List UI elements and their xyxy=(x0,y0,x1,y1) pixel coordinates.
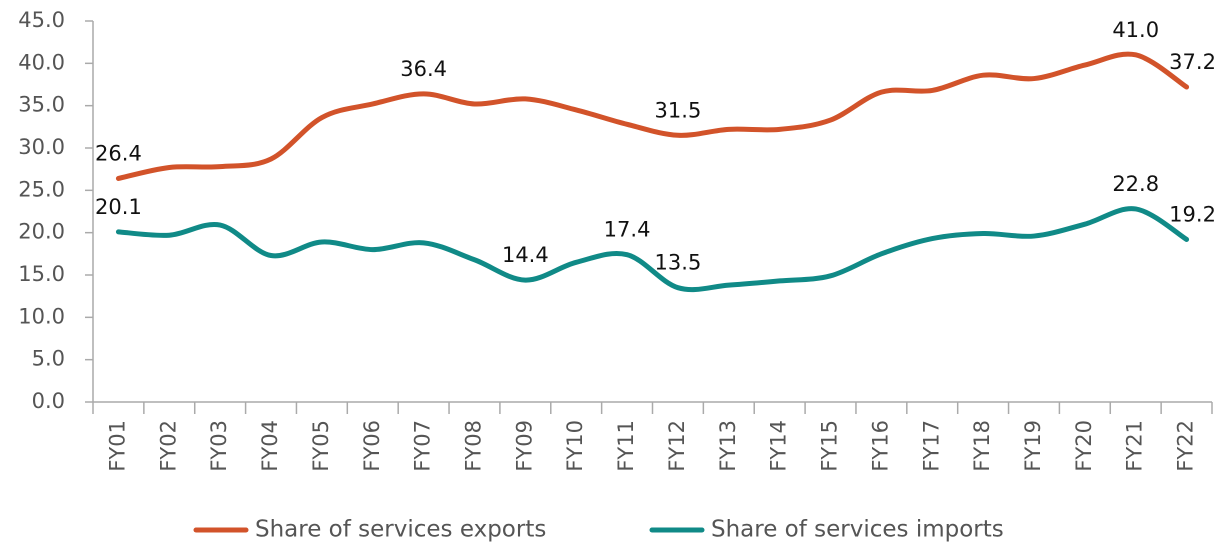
series-line xyxy=(115,51,1190,181)
x-tick-label: FY13 xyxy=(716,420,740,472)
y-tick-label: 5.0 xyxy=(32,347,65,371)
x-tick-label: FY11 xyxy=(614,420,638,472)
data-label: 36.4 xyxy=(400,57,447,81)
data-label: 14.4 xyxy=(502,243,549,267)
data-label: 19.2 xyxy=(1169,202,1216,226)
x-tick-label: FY17 xyxy=(919,420,943,472)
data-label: 26.4 xyxy=(95,141,142,165)
x-tick-label: FY02 xyxy=(156,420,180,472)
x-tick-label: FY12 xyxy=(665,420,689,472)
x-tick-label: FY04 xyxy=(258,420,282,472)
y-tick-label: 40.0 xyxy=(18,50,65,74)
data-label: 37.2 xyxy=(1169,50,1216,74)
x-tick-label: FY15 xyxy=(818,420,842,472)
x-tick-label: FY22 xyxy=(1174,420,1198,472)
y-tick-label: 0.0 xyxy=(32,389,65,413)
y-tick-label: 30.0 xyxy=(18,135,65,159)
y-tick-label: 10.0 xyxy=(18,304,65,328)
series-line xyxy=(115,206,1190,293)
y-tick-label: 15.0 xyxy=(18,262,65,286)
x-tick-label: FY20 xyxy=(1072,420,1096,472)
x-tick-label: FY16 xyxy=(868,420,892,472)
x-tick-label: FY03 xyxy=(207,420,231,472)
x-tick-label: FY21 xyxy=(1123,420,1147,472)
x-tick-label: FY10 xyxy=(563,420,587,472)
data-label: 17.4 xyxy=(604,218,651,242)
data-label: 31.5 xyxy=(655,98,702,122)
data-label: 41.0 xyxy=(1112,18,1159,42)
x-tick-label: FY14 xyxy=(767,420,791,472)
x-tick-label: FY06 xyxy=(360,420,384,472)
y-tick-label: 20.0 xyxy=(18,220,65,244)
x-tick-label: FY19 xyxy=(1021,420,1045,472)
data-label: 20.1 xyxy=(95,195,142,219)
y-tick-label: 25.0 xyxy=(18,177,65,201)
data-label: 22.8 xyxy=(1112,172,1159,196)
y-tick-label: 35.0 xyxy=(18,93,65,117)
data-label: 13.5 xyxy=(655,251,702,275)
x-tick-label: FY01 xyxy=(105,420,129,472)
x-tick-label: FY07 xyxy=(411,420,435,472)
legend-label: Share of services exports xyxy=(255,517,546,543)
y-tick-label: 45.0 xyxy=(18,8,65,32)
legend-label: Share of services imports xyxy=(711,517,1004,543)
x-tick-label: FY08 xyxy=(461,420,485,472)
x-tick-label: FY18 xyxy=(970,420,994,472)
x-tick-label: FY09 xyxy=(512,420,536,472)
x-tick-label: FY05 xyxy=(309,420,333,472)
